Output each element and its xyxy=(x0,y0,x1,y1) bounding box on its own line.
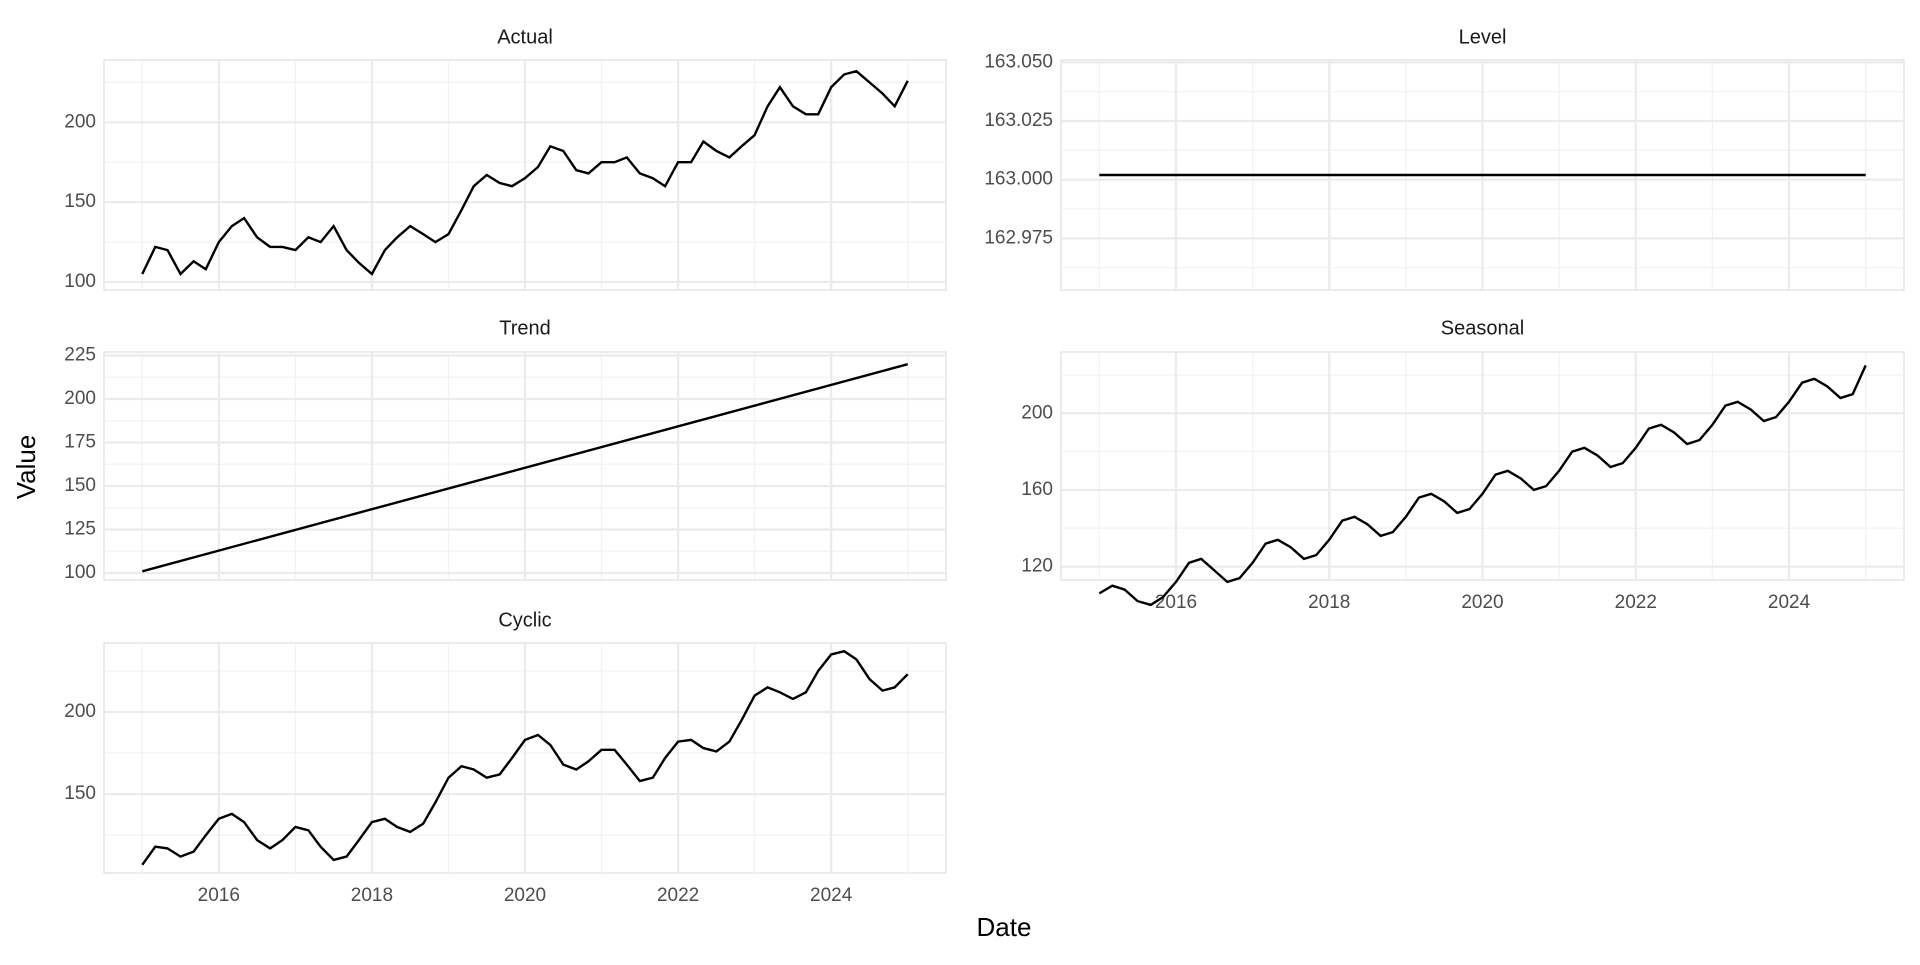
y-tick-label: 200 xyxy=(64,701,96,722)
line xyxy=(141,69,909,276)
x-tick-label: 2020 xyxy=(504,885,546,906)
y-tick-label: 200 xyxy=(64,111,96,132)
y-tick-label: 162.975 xyxy=(984,227,1053,248)
panel-title: Level xyxy=(1459,26,1507,48)
y-axis-title: Value xyxy=(11,435,41,500)
y-tick-label: 225 xyxy=(64,344,96,365)
x-tick-label: 2016 xyxy=(1155,592,1197,613)
panel-title: Cyclic xyxy=(498,609,551,631)
y-tick-label: 160 xyxy=(1021,479,1053,500)
panel-title: Actual xyxy=(497,26,553,48)
y-tick-label: 150 xyxy=(64,191,96,212)
line xyxy=(1098,364,1867,607)
line xyxy=(141,649,909,866)
y-tick-label: 163.025 xyxy=(984,110,1053,131)
x-tick-label: 2024 xyxy=(810,885,853,906)
y-tick-label: 120 xyxy=(1021,556,1053,577)
y-tick-label: 163.050 xyxy=(984,51,1053,72)
line xyxy=(141,363,909,573)
y-tick-label: 125 xyxy=(64,519,96,540)
x-tick-label: 2016 xyxy=(198,885,240,906)
y-tick-label: 175 xyxy=(64,432,96,453)
x-tick-label: 2020 xyxy=(1461,592,1503,613)
y-tick-label: 150 xyxy=(64,475,96,496)
y-tick-label: 100 xyxy=(64,562,96,583)
y-tick-label: 200 xyxy=(64,388,96,409)
x-tick-label: 2024 xyxy=(1768,592,1811,613)
y-tick-label: 100 xyxy=(64,271,96,292)
panel-title: Trend xyxy=(499,317,551,339)
panel-title: Seasonal xyxy=(1441,317,1524,339)
x-tick-label: 2018 xyxy=(1308,592,1350,613)
x-tick-label: 2018 xyxy=(351,885,393,906)
y-tick-label: 150 xyxy=(64,783,96,804)
x-axis-title: Date xyxy=(977,912,1032,942)
y-tick-label: 163.000 xyxy=(984,169,1053,190)
x-tick-label: 2022 xyxy=(1615,592,1657,613)
x-tick-label: 2022 xyxy=(657,885,699,906)
y-tick-label: 200 xyxy=(1021,402,1053,423)
